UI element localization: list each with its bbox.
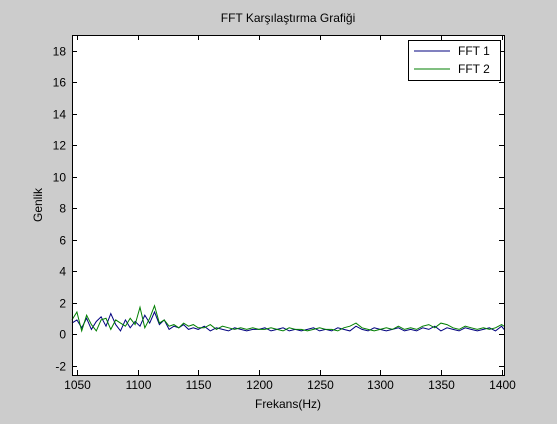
ticks-layer: 1050 1100 1150 1200 1250 1300 1350 1400 -2 0 2 4 6 8 1…	[53, 35, 516, 392]
x-tick-label: 1400	[489, 378, 516, 392]
series-line-fft-2	[71, 304, 505, 333]
x-tick-label: 1150	[186, 378, 212, 392]
y-tick-label: 10	[53, 171, 67, 185]
plot-area	[72, 35, 504, 375]
chart-title: FFT Karşılaştırma Grafiği	[221, 11, 355, 25]
x-tick-label: 1100	[126, 378, 152, 392]
series-layer	[71, 304, 505, 333]
y-tick-label: 2	[59, 297, 66, 311]
plot-frame	[72, 35, 505, 376]
x-axis-title: Frekans(Hz)	[255, 397, 321, 411]
series-line-fft-1	[71, 310, 505, 332]
x-tick-label: 1350	[428, 378, 455, 392]
y-tick-label: 0	[59, 328, 66, 342]
legend-label-fft-1: FFT 1	[458, 44, 490, 58]
y-tick-label: 6	[59, 234, 66, 248]
x-tick-label: 1300	[367, 378, 394, 392]
y-tick-label: -2	[55, 360, 66, 374]
x-tick-label: 1050	[64, 378, 91, 392]
y-axis-title: Genlik	[31, 187, 45, 222]
legend: FFT 1 FFT 2	[408, 40, 501, 81]
y-tick-label: 12	[53, 139, 67, 153]
legend-label-fft-2: FFT 2	[458, 62, 490, 76]
legend-box	[408, 40, 501, 81]
x-tick-label: 1200	[246, 378, 273, 392]
y-tick-label: 18	[53, 45, 67, 59]
y-tick-label: 16	[53, 76, 67, 90]
y-tick-label: 8	[59, 202, 66, 216]
x-tick-label: 1250	[307, 378, 334, 392]
y-tick-label: 14	[53, 108, 67, 122]
y-tick-label: 4	[59, 265, 66, 279]
